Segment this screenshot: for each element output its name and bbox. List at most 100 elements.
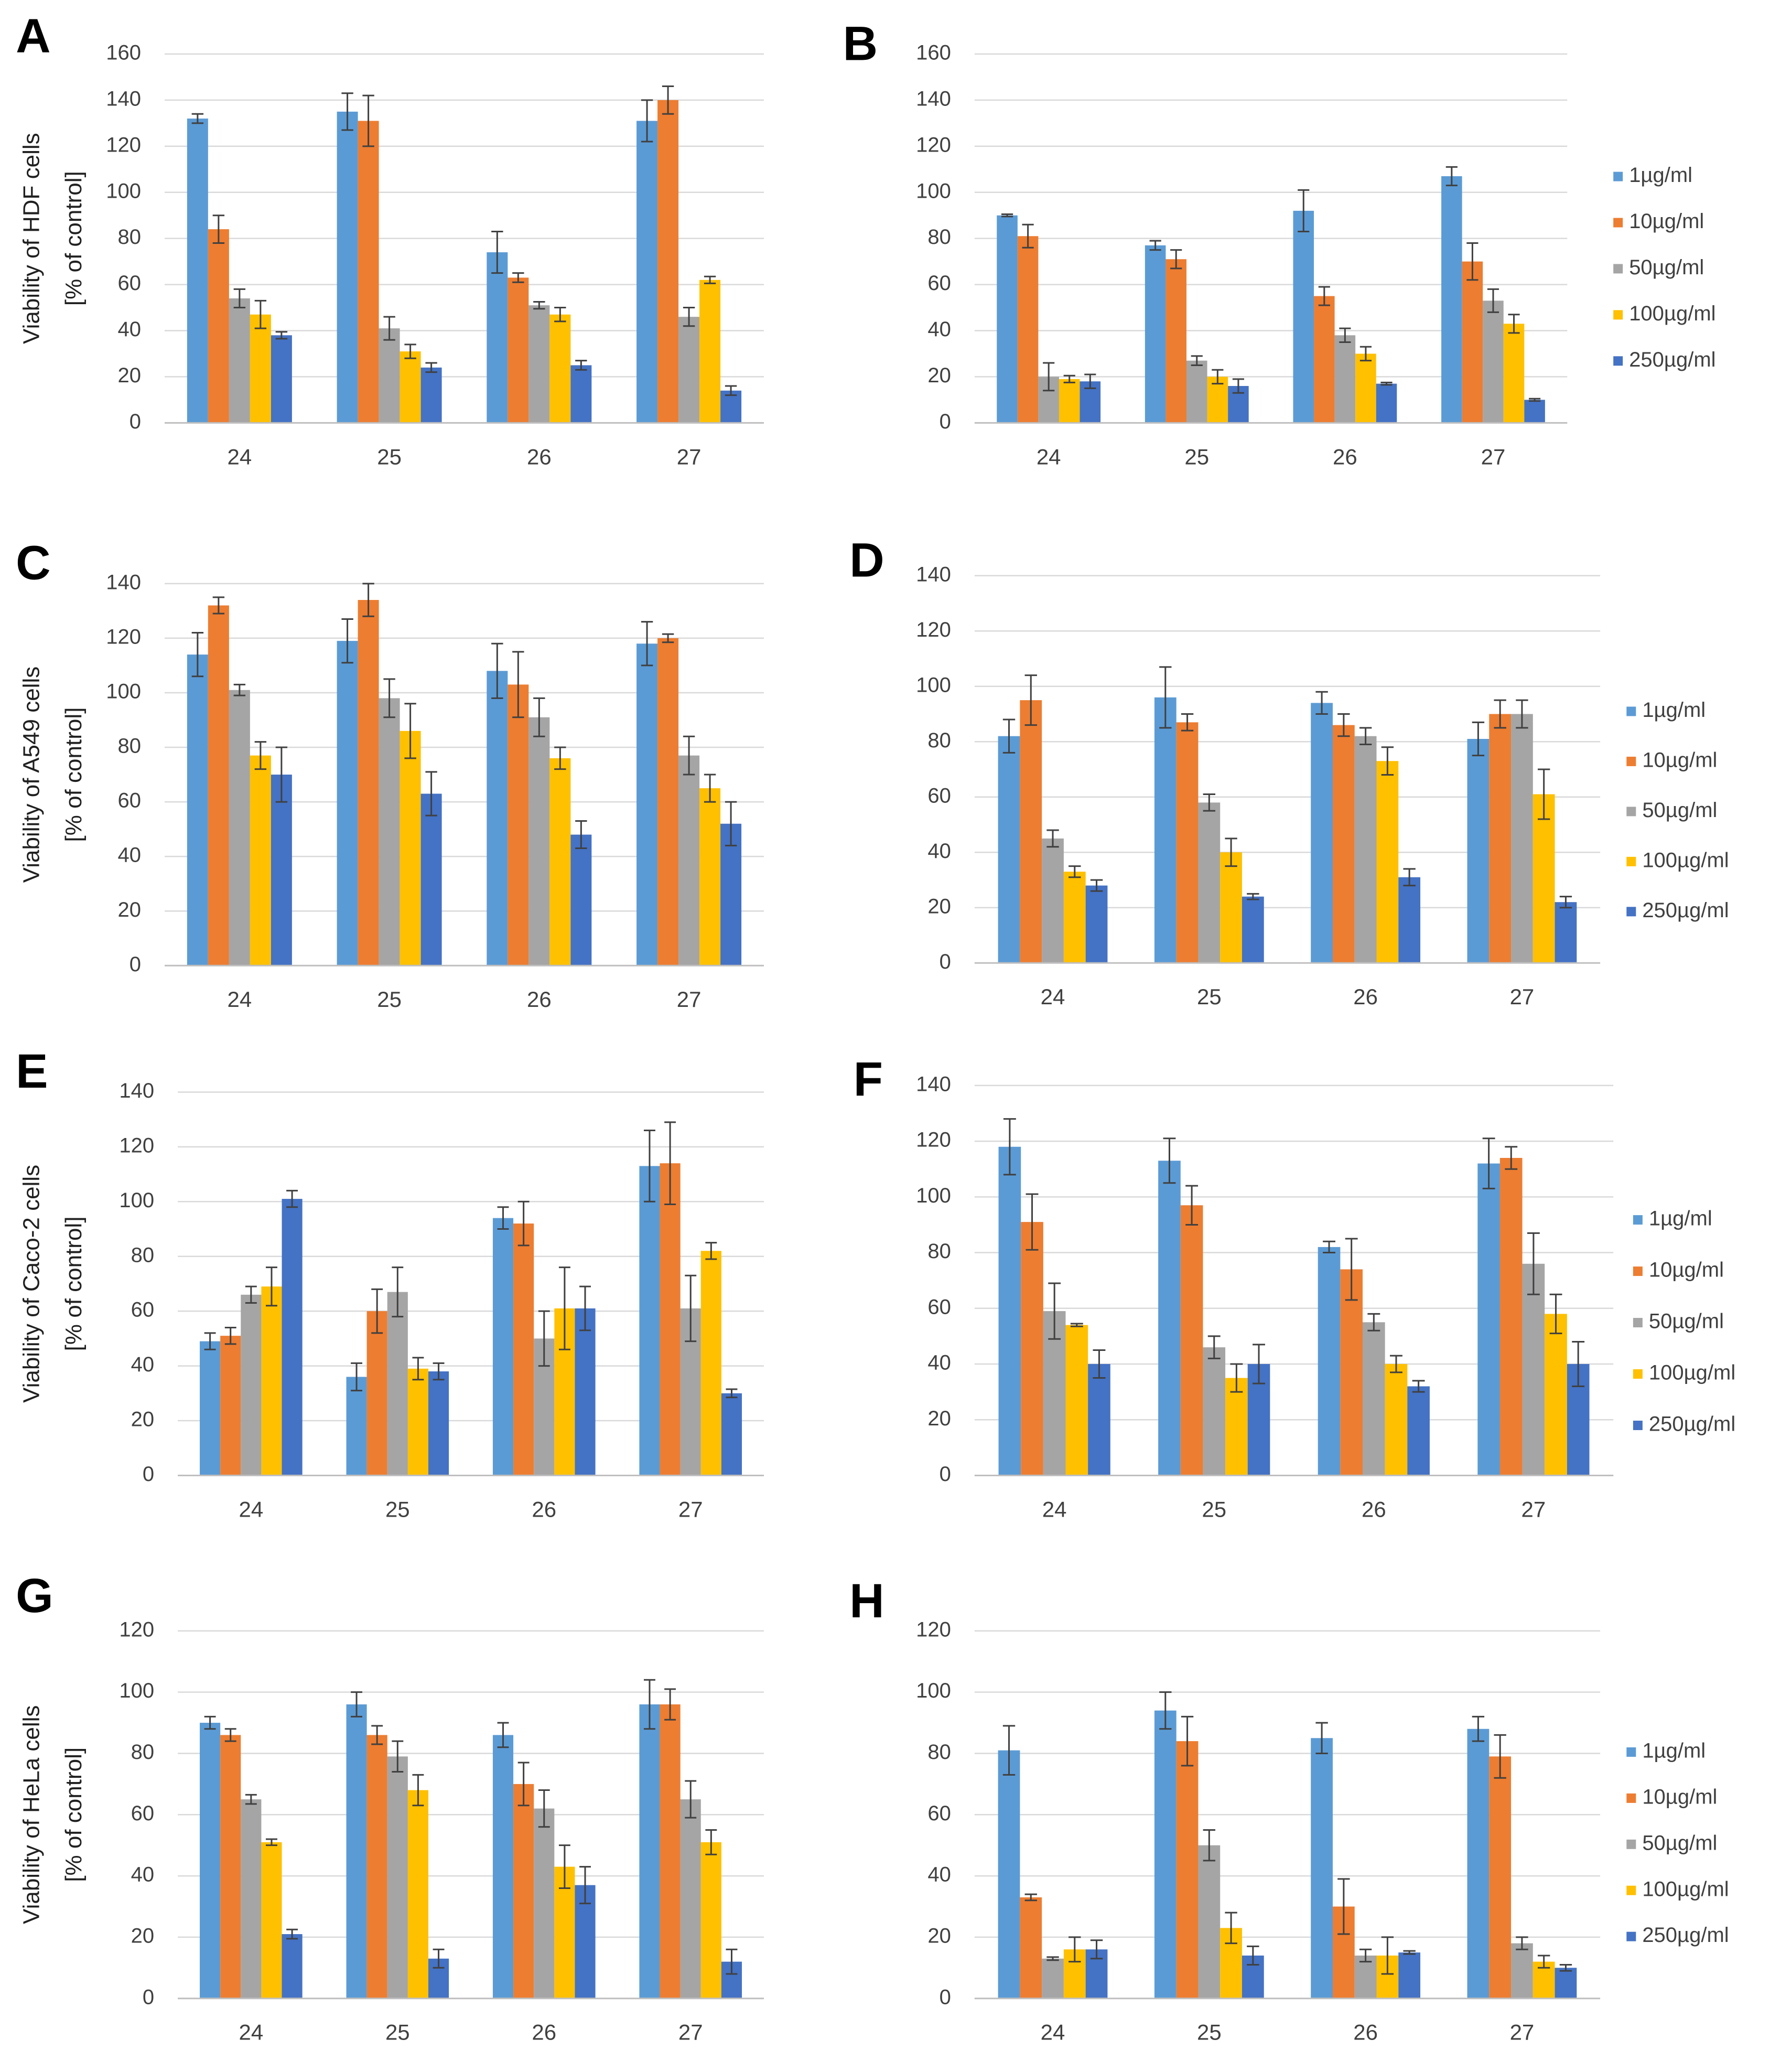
error-bar — [1380, 381, 1393, 386]
error-bar — [275, 331, 288, 340]
error-bar — [1084, 373, 1096, 389]
y-axis-label: Viability of Caco-2 cells — [18, 1165, 44, 1403]
error-bar — [1505, 1146, 1518, 1170]
error-bar — [1181, 713, 1194, 732]
bar — [1532, 794, 1555, 963]
x-tick-label: 26 — [1362, 1497, 1386, 1521]
y-axis-label: [% of control] — [61, 171, 87, 306]
error-bar — [1381, 1936, 1394, 1975]
y-tick-label: 120 — [106, 625, 141, 648]
y-tick-label: 160 — [916, 41, 951, 65]
error-bar — [1549, 1293, 1562, 1335]
bar — [187, 119, 208, 423]
bar — [400, 351, 421, 423]
error-bar — [1026, 1193, 1039, 1251]
x-tick-label: 26 — [532, 1497, 556, 1521]
bar — [492, 1218, 514, 1476]
error-bar — [1090, 879, 1103, 892]
y-axis-label: [% of control] — [61, 1217, 87, 1351]
bar — [1158, 1161, 1181, 1476]
legend-swatch — [1626, 1747, 1636, 1757]
bar — [229, 298, 250, 423]
legend-swatch — [1633, 1420, 1643, 1430]
bar — [721, 1393, 742, 1476]
legend-label: 250µg/ml — [1649, 1413, 1735, 1436]
x-tick-label: 27 — [1510, 2020, 1535, 2045]
bar — [699, 280, 721, 423]
bar — [250, 755, 271, 966]
bar — [379, 328, 400, 423]
bar — [271, 775, 292, 966]
error-bar — [1403, 1950, 1416, 1955]
y-tick-label: 120 — [106, 133, 141, 156]
bar — [1318, 1247, 1341, 1476]
x-tick-label: 27 — [1481, 444, 1506, 469]
error-bar — [425, 362, 437, 373]
legend-swatch — [1626, 1885, 1636, 1895]
error-bar — [392, 1740, 404, 1773]
y-tick-label: 60 — [131, 1802, 155, 1825]
x-tick-label: 27 — [677, 444, 701, 469]
bar — [407, 1368, 428, 1476]
error-bar — [1381, 746, 1394, 776]
bar — [1555, 1968, 1577, 1999]
y-axis-label: [% of control] — [61, 1747, 87, 1882]
error-bar — [1359, 346, 1372, 362]
error-bar — [1318, 286, 1330, 306]
y-tick-label: 60 — [927, 1295, 951, 1318]
error-bar — [512, 651, 524, 718]
bar — [1311, 1738, 1333, 1999]
error-bar — [575, 360, 587, 371]
error-bar — [224, 1728, 236, 1742]
y-tick-label: 80 — [131, 1741, 155, 1764]
y-axis-label: Viability of HeLa cells — [18, 1705, 44, 1924]
bar — [1042, 1958, 1064, 1999]
bar — [1511, 714, 1533, 963]
bar — [1020, 1897, 1042, 1999]
bar — [200, 1341, 221, 1476]
error-bar — [254, 299, 267, 329]
error-bar — [1024, 1893, 1037, 1902]
bar — [1376, 761, 1399, 963]
error-bar — [1191, 355, 1203, 366]
error-bar — [1002, 718, 1016, 754]
error-bar — [1181, 1715, 1194, 1767]
legend-swatch — [1613, 171, 1623, 181]
bar — [1311, 703, 1333, 963]
bar — [1363, 1322, 1385, 1476]
error-bar — [245, 1794, 257, 1805]
bar — [1467, 1729, 1490, 1999]
error-bar — [1494, 699, 1506, 729]
bar — [1524, 400, 1545, 423]
legend-label: 50µg/ml — [1629, 256, 1704, 279]
y-tick-label: 40 — [927, 1863, 951, 1886]
bar — [1489, 714, 1512, 963]
x-tick-label: 27 — [678, 2020, 703, 2045]
error-bar — [538, 1789, 550, 1828]
bar — [379, 698, 400, 966]
legend-label: 10µg/ml — [1642, 748, 1717, 771]
error-bar — [1232, 378, 1244, 394]
error-bar — [685, 1780, 697, 1819]
error-bar — [1472, 1715, 1485, 1742]
bar — [528, 717, 550, 966]
error-bar — [1527, 1232, 1540, 1295]
legend-label: 10µg/ml — [1629, 210, 1704, 233]
legend-swatch — [1626, 756, 1636, 766]
y-tick-label: 0 — [129, 953, 141, 976]
y-tick-label: 20 — [927, 364, 951, 387]
bar — [282, 1934, 303, 1999]
error-bar — [1070, 1323, 1083, 1327]
error-bar — [1538, 768, 1550, 820]
panel-letter: D — [849, 533, 884, 587]
error-bar — [533, 697, 545, 737]
legend-label: 1µg/ml — [1642, 699, 1706, 722]
bar — [1545, 1314, 1567, 1476]
x-tick-label: 24 — [239, 2020, 263, 2045]
bar — [1017, 236, 1039, 423]
y-tick-label: 120 — [916, 133, 951, 156]
bar — [420, 793, 442, 966]
bar — [678, 755, 700, 966]
legend-label: 50µg/ml — [1642, 799, 1717, 822]
legend-label: 250µg/ml — [1642, 1924, 1729, 1947]
